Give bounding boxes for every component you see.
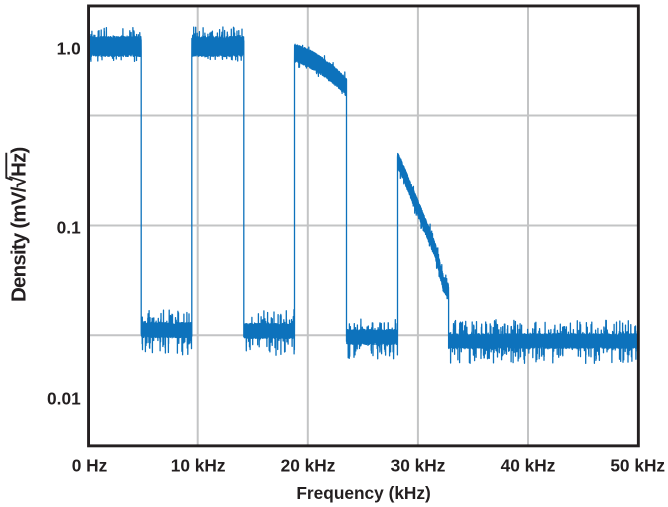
svg-text:20 kHz: 20 kHz xyxy=(281,456,336,476)
svg-text:Density (mV/√Hz): Density (mV/√Hz) xyxy=(8,147,31,302)
svg-text:1.0: 1.0 xyxy=(57,39,81,59)
svg-text:10 kHz: 10 kHz xyxy=(171,456,226,476)
svg-text:50 kHz: 50 kHz xyxy=(610,456,665,476)
svg-text:Frequency (kHz): Frequency (kHz) xyxy=(296,483,430,503)
svg-text:40 kHz: 40 kHz xyxy=(501,456,556,476)
svg-text:30 kHz: 30 kHz xyxy=(391,456,446,476)
svg-text:0.01: 0.01 xyxy=(47,389,81,409)
svg-text:0.1: 0.1 xyxy=(57,218,81,238)
svg-text:0 Hz: 0 Hz xyxy=(72,456,108,476)
